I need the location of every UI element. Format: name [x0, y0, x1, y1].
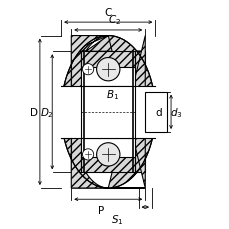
- Bar: [83, 87, 132, 89]
- Bar: [145, 92, 166, 132]
- Bar: [135, 52, 145, 173]
- Bar: [61, 87, 166, 138]
- Text: D: D: [30, 107, 38, 117]
- Polygon shape: [61, 36, 108, 188]
- Text: $B_1$: $B_1$: [106, 88, 119, 102]
- Bar: [81, 157, 135, 173]
- Text: $S_1$: $S_1$: [110, 212, 123, 226]
- Text: $d_3$: $d_3$: [170, 105, 182, 119]
- Text: P: P: [98, 205, 104, 215]
- Bar: [81, 52, 135, 173]
- Bar: [81, 52, 135, 68]
- Circle shape: [96, 58, 119, 82]
- Circle shape: [96, 143, 119, 166]
- Bar: [83, 136, 132, 138]
- Bar: [59, 87, 71, 138]
- Circle shape: [82, 64, 93, 76]
- Text: $D_2$: $D_2$: [40, 105, 54, 119]
- Polygon shape: [108, 36, 155, 188]
- Circle shape: [82, 149, 93, 160]
- Polygon shape: [71, 36, 145, 52]
- Polygon shape: [71, 173, 145, 188]
- Text: $C_2$: $C_2$: [108, 13, 121, 27]
- Bar: [71, 52, 81, 173]
- Text: C: C: [104, 8, 112, 17]
- Text: d: d: [155, 107, 162, 117]
